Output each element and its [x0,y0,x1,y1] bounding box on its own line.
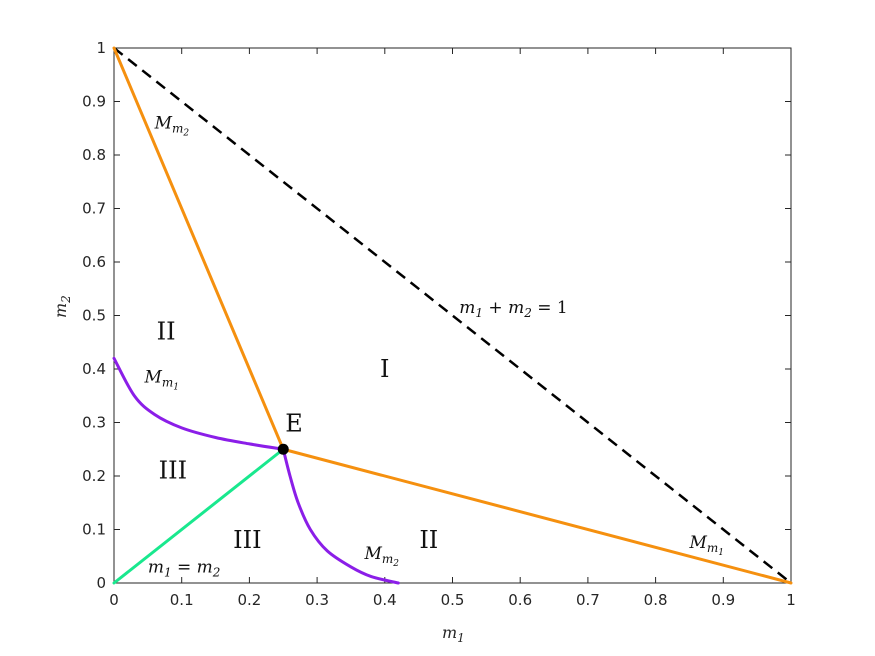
x-tick-label: 0.2 [237,591,261,609]
series-orange-upper [112,46,285,451]
series-purple-left [112,356,285,451]
x-tick-label: 0.3 [305,591,329,609]
plot-area: 0 0.1 0.2 0.3 0.4 0.5 0.6 0.7 0.8 0.9 1 0 0.1 0.2 0.3 0… [82,39,796,609]
point-layer: E [277,409,303,455]
region-label: II [419,526,438,554]
y-tick-label: 0.5 [82,307,106,325]
series-orange-lower [281,447,793,585]
y-tick-label: 0.4 [82,360,106,378]
region-label: II [157,318,176,346]
x-tick-label: 1 [786,591,796,609]
x-tick-label: 0.8 [644,591,668,609]
tick-labels: 0 0.1 0.2 0.3 0.4 0.5 0.6 0.7 0.8 0.9 1 0 0.1 0.2 0.3 0… [82,39,796,609]
x-tick-label: 0.4 [373,591,397,609]
y-tick-label: 0.6 [82,253,106,271]
y-tick-label: 0 [96,574,106,592]
x-tick-label: 0.1 [170,591,194,609]
point-E-marker [277,443,289,455]
point-E-label: E [285,409,303,437]
series-purple-right [281,447,400,585]
region-label: III [159,457,187,485]
x-axis-label: m1 [442,623,465,645]
region-label: I [380,355,389,383]
label-m1-equals-m2: m1 = m2 [148,557,221,579]
series-layer [112,46,793,585]
x-tick-label: 0.9 [711,591,735,609]
x-tick-label: 0.7 [576,591,600,609]
y-tick-label: 1 [96,39,106,57]
y-tick-label: 0.7 [82,200,106,218]
series-green [112,447,285,585]
y-tick-label: 0.2 [82,467,106,485]
region-label: III [233,526,261,554]
y-tick-label: 0.1 [82,521,106,539]
y-tick-label: 0.3 [82,414,106,432]
x-tick-label: 0.6 [508,591,532,609]
x-tick-label: 0.5 [441,591,465,609]
label-sum-equals-one: m1 + m2 = 1 [459,298,567,320]
y-axis-label: m2 [51,295,73,318]
x-tick-label: 0 [109,591,119,609]
y-tick-label: 0.8 [82,146,106,164]
y-tick-label: 0.9 [82,93,106,111]
